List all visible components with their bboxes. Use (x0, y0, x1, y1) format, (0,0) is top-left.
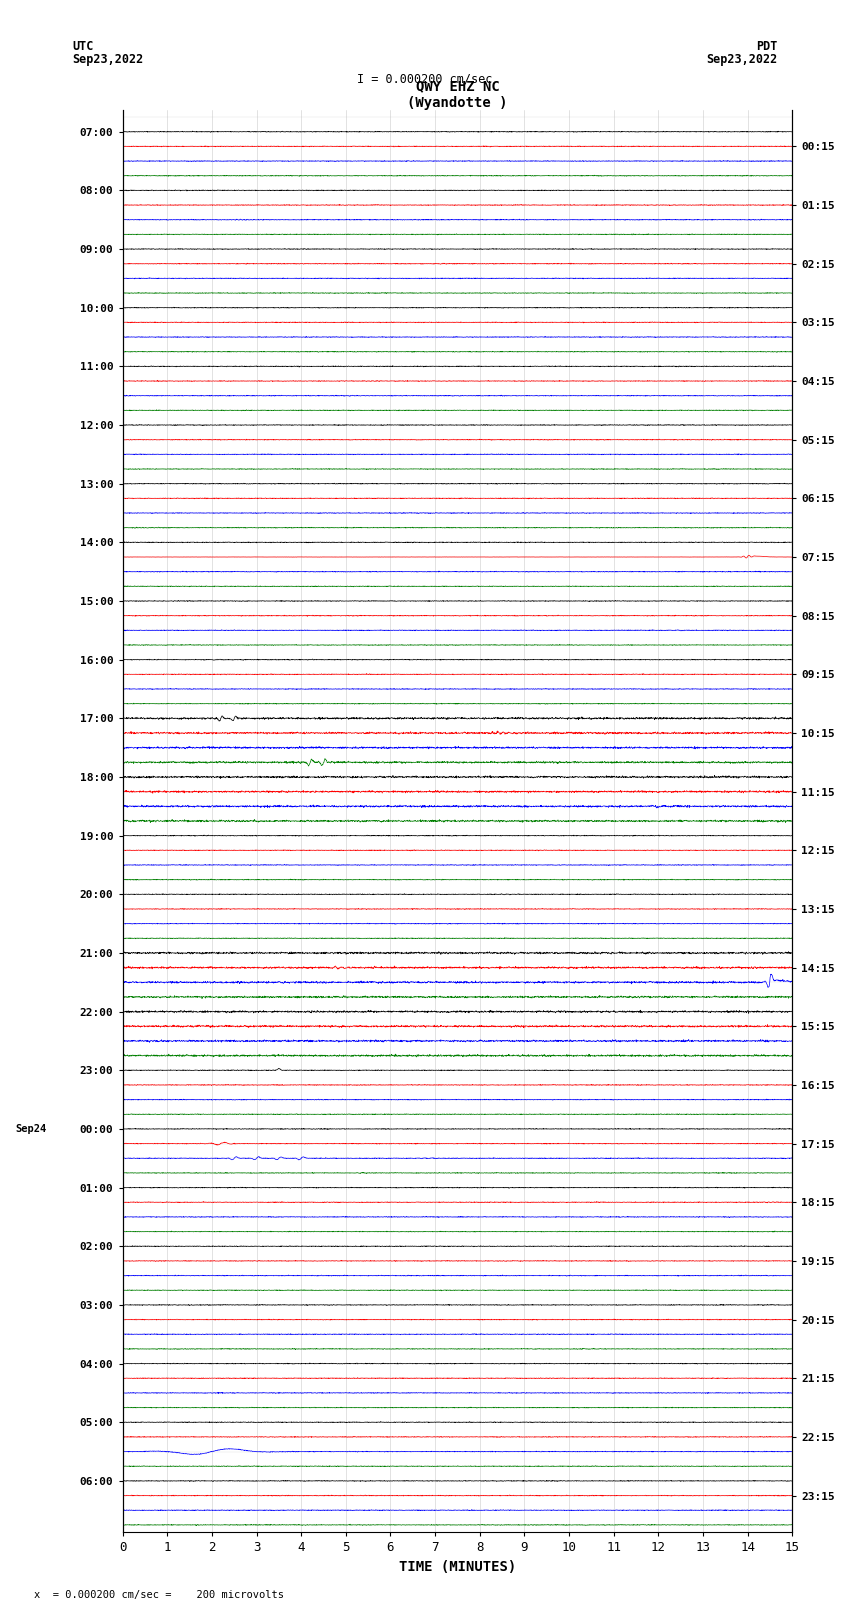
Text: Sep23,2022: Sep23,2022 (72, 53, 144, 66)
X-axis label: TIME (MINUTES): TIME (MINUTES) (399, 1560, 516, 1574)
Text: x  = 0.000200 cm/sec =    200 microvolts: x = 0.000200 cm/sec = 200 microvolts (34, 1590, 284, 1600)
Text: UTC: UTC (72, 40, 94, 53)
Text: Sep23,2022: Sep23,2022 (706, 53, 778, 66)
Text: Sep24: Sep24 (15, 1124, 46, 1134)
Text: PDT: PDT (756, 40, 778, 53)
Text: I = 0.000200 cm/sec: I = 0.000200 cm/sec (357, 73, 493, 85)
Title: QWY EHZ NC
(Wyandotte ): QWY EHZ NC (Wyandotte ) (407, 79, 507, 110)
